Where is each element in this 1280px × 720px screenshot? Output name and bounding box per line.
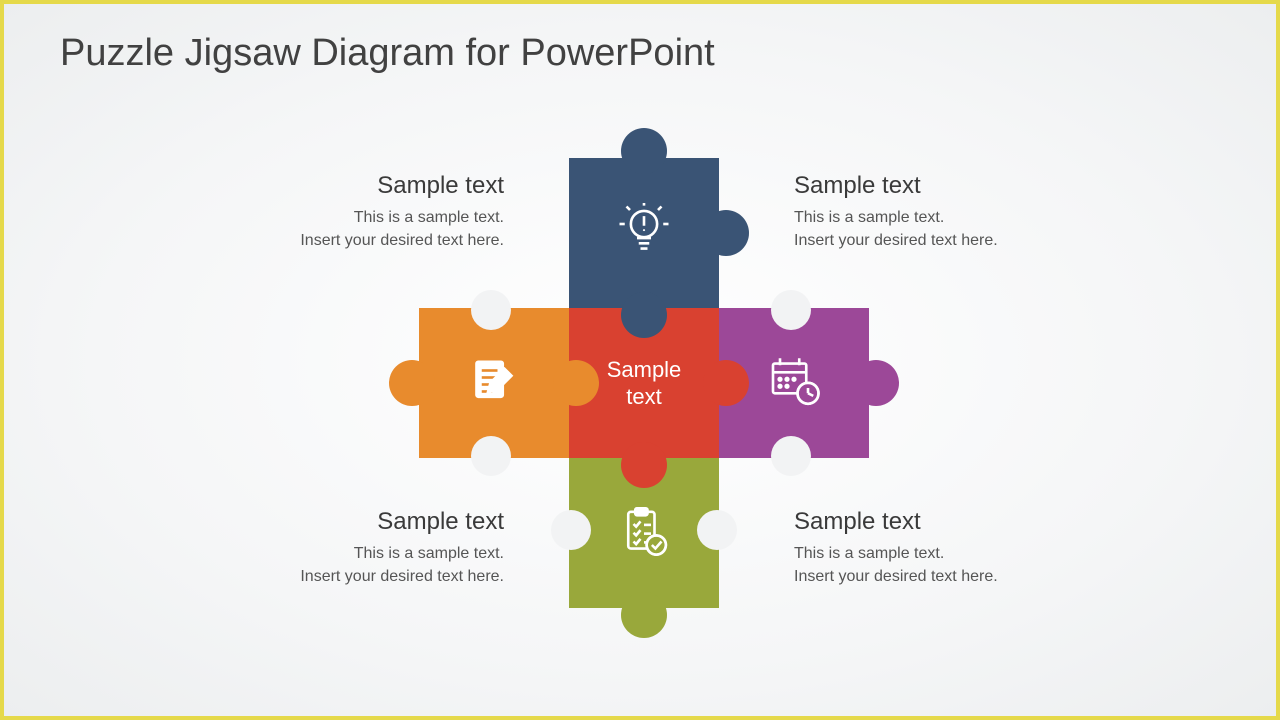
callout-body: This is a sample text.Insert your desire… <box>204 206 504 252</box>
callout-heading: Sample text <box>204 508 504 536</box>
center-label: Sampletext <box>607 356 682 411</box>
puzzle-diagram: Sampletext <box>4 4 1276 716</box>
puzzle-piece-left <box>419 308 569 458</box>
puzzle-piece-bottom <box>569 458 719 608</box>
callout-top-right: Sample text This is a sample text.Insert… <box>794 172 1094 252</box>
lightbulb-exclaim-icon <box>616 203 672 264</box>
callout-body: This is a sample text.Insert your desire… <box>794 206 1094 252</box>
clipboard-check-icon <box>616 503 672 564</box>
callout-body: This is a sample text.Insert your desire… <box>204 542 504 588</box>
callout-body: This is a sample text.Insert your desire… <box>794 542 1094 588</box>
document-pencil-icon <box>466 353 522 414</box>
callout-bottom-right: Sample text This is a sample text.Insert… <box>794 508 1094 588</box>
callout-heading: Sample text <box>794 508 1094 536</box>
callout-bottom-left: Sample text This is a sample text.Insert… <box>204 508 504 588</box>
puzzle-piece-right <box>719 308 869 458</box>
calendar-clock-icon <box>766 353 822 414</box>
puzzle-piece-top <box>569 158 719 308</box>
callout-top-left: Sample text This is a sample text.Insert… <box>204 172 504 252</box>
callout-heading: Sample text <box>204 172 504 200</box>
puzzle-piece-center: Sampletext <box>569 308 719 458</box>
callout-heading: Sample text <box>794 172 1094 200</box>
